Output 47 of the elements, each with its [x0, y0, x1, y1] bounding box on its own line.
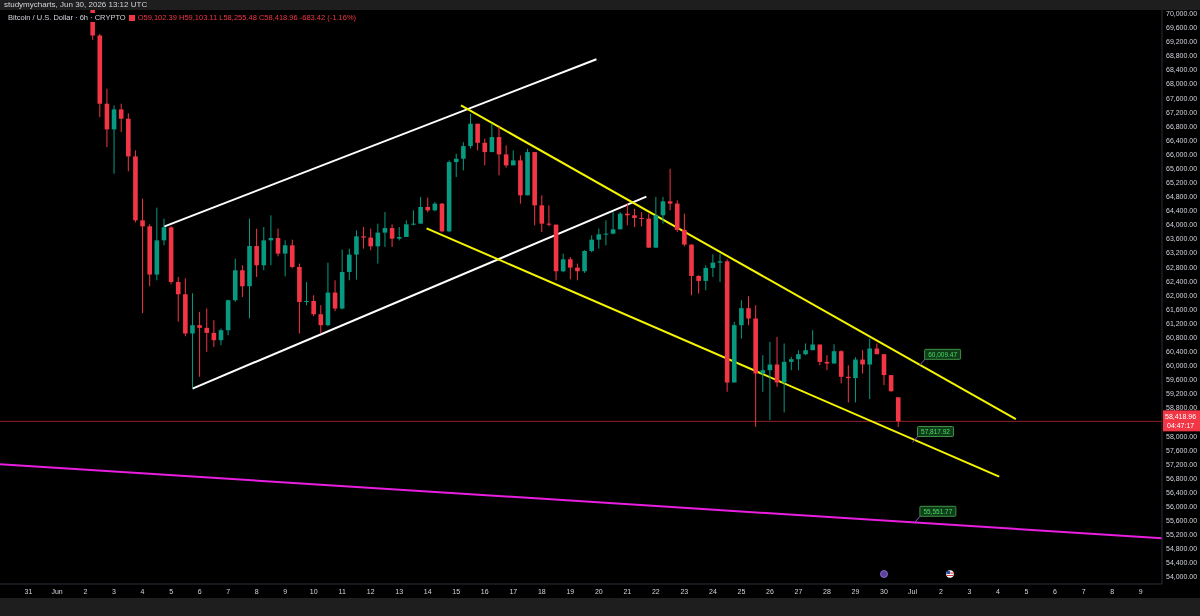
- candlestick: [696, 274, 701, 295]
- candlestick: [304, 281, 309, 306]
- candlestick: [639, 211, 644, 227]
- candlestick: [411, 209, 416, 226]
- candlestick: [282, 239, 288, 277]
- candlestick: [118, 103, 124, 133]
- candlestick: [632, 208, 637, 228]
- candlestick: [453, 153, 459, 178]
- candlestick: [582, 249, 587, 274]
- candlestick: [347, 248, 352, 281]
- candlestick: [418, 196, 423, 225]
- candlestick: [190, 292, 195, 389]
- candlestick: [389, 223, 395, 248]
- candlestick: [361, 226, 366, 250]
- candlestick: [204, 308, 210, 353]
- candlestick: [482, 138, 488, 166]
- candlestick: [796, 349, 801, 371]
- candlestick: [468, 113, 473, 149]
- candlestick: [382, 211, 388, 248]
- candlestick: [175, 276, 181, 323]
- candlestick: [197, 311, 202, 378]
- candlestick: [354, 229, 359, 281]
- candlestick: [539, 194, 545, 233]
- candlestick: [860, 349, 865, 374]
- candlestick: [739, 299, 744, 340]
- candlestick: [254, 228, 259, 278]
- candlestick: [760, 354, 766, 393]
- candlestick: [568, 256, 573, 280]
- candlestick: [596, 228, 602, 250]
- candlestick: [682, 213, 687, 247]
- candlestick: [240, 264, 245, 298]
- candlestick: [318, 304, 324, 335]
- candlestick: [667, 168, 673, 211]
- chart-subtitle: studymycharts, Jun 30, 2026 13:12 UTC: [4, 0, 148, 10]
- candlestick: [140, 198, 145, 314]
- candlestick: [867, 338, 873, 400]
- candlestick: [831, 343, 837, 365]
- candlestick: [289, 239, 295, 269]
- candlestick: [311, 294, 316, 317]
- candlestick: [461, 141, 466, 171]
- candlestick: [703, 264, 709, 291]
- candlestick: [853, 356, 858, 403]
- candlestick: [824, 354, 830, 371]
- candlestick: [368, 228, 373, 251]
- candlestick: [475, 123, 480, 151]
- candlestick: [717, 253, 723, 283]
- candlestick: [746, 295, 751, 326]
